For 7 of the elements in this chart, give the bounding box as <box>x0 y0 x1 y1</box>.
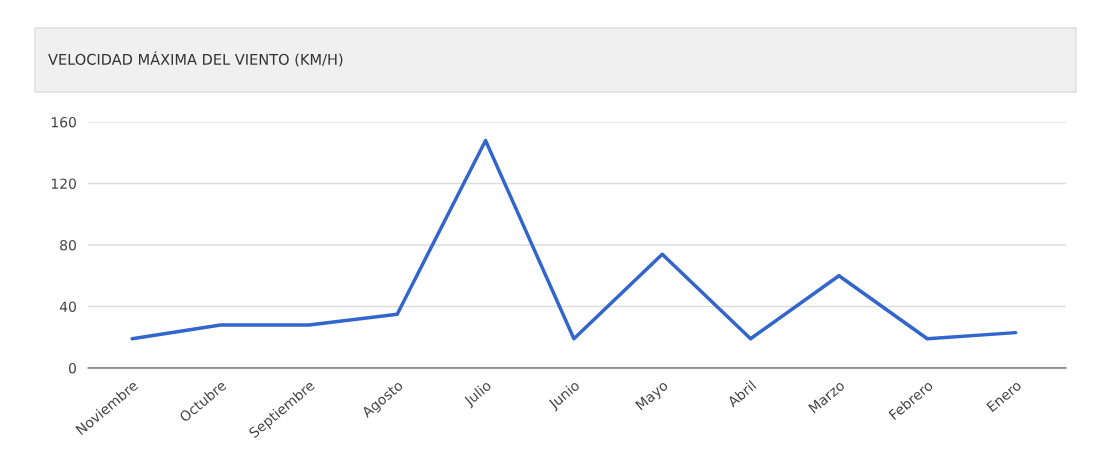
y-tick-label: 40 <box>59 301 76 312</box>
y-tick-label: 160 <box>51 116 76 128</box>
y-tick-label: 120 <box>51 178 76 189</box>
line-series <box>130 138 1018 341</box>
y-tick-label: 0 <box>68 362 76 374</box>
y-tick-label: 80 <box>60 239 76 251</box>
chart-title: VELOCIDAD MÁXIMA DEL VIENTO (KM/H) <box>48 51 343 67</box>
